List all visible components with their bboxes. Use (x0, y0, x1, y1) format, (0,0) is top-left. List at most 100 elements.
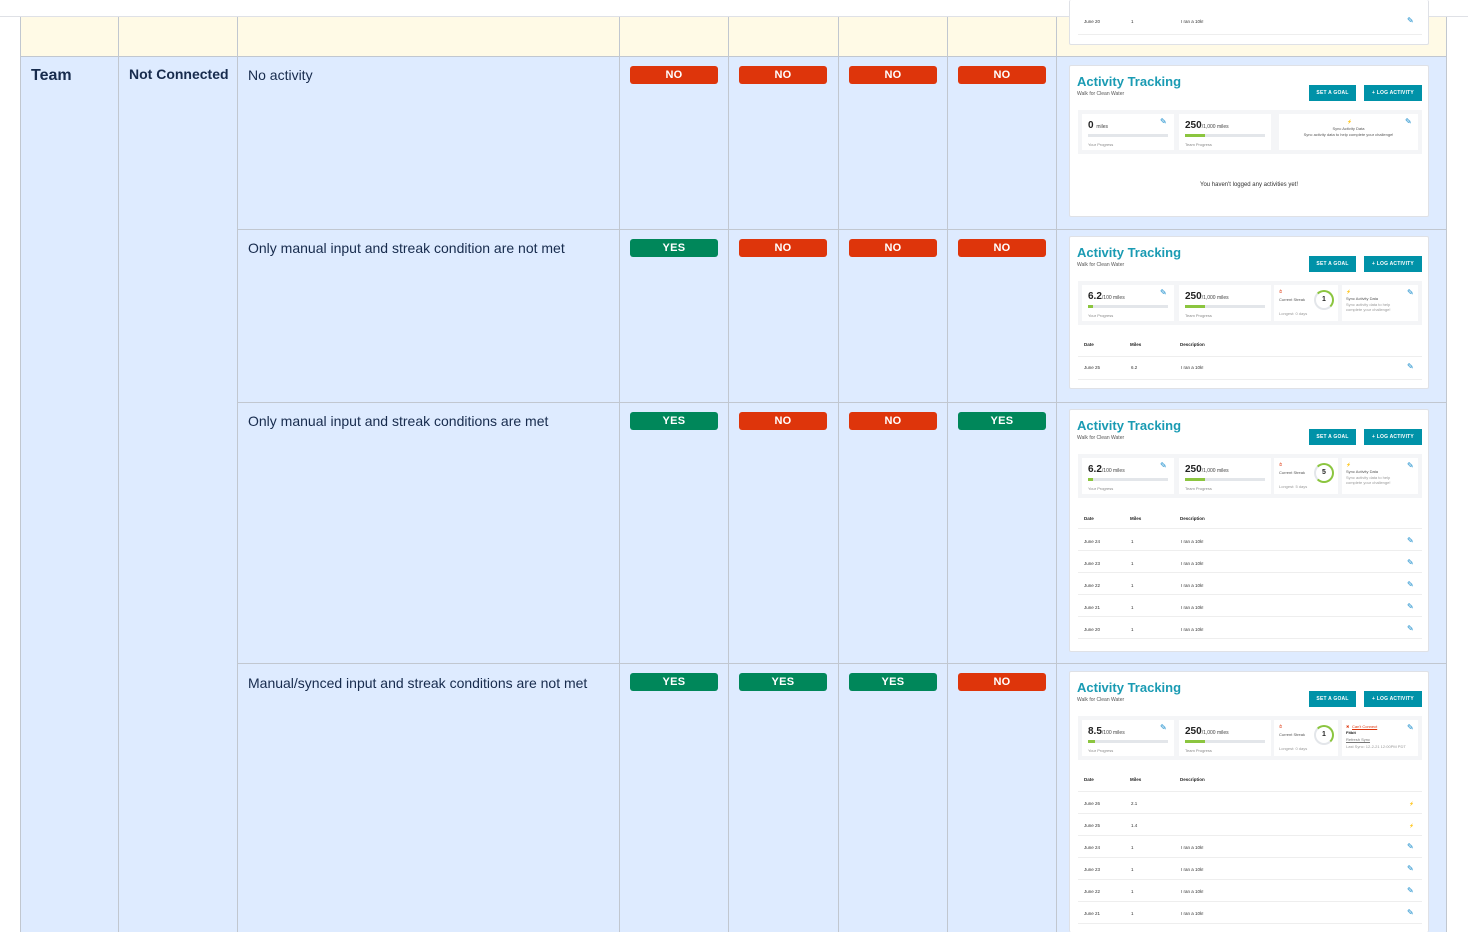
your-progress-caption: Your Progress (1088, 748, 1114, 753)
edit-pencil-icon[interactable]: ✎ (1407, 602, 1414, 611)
edit-pencil-icon[interactable]: ✎ (1160, 723, 1167, 732)
edit-pencil-icon[interactable]: ✎ (1407, 908, 1414, 917)
activity-date: June 20 (1084, 19, 1101, 24)
team-progress-box: 250/1,000 miles Team Progress (1179, 720, 1271, 756)
col-date: Date (1084, 516, 1094, 521)
log-activity-button[interactable]: + LOG ACTIVITY (1364, 429, 1422, 445)
activity-date: June 21 (1084, 911, 1101, 916)
team-progress-value: 250 (1185, 464, 1202, 475)
stats-panel: 8.5/100 miles ✎ Your Progress 250/1,000 … (1078, 716, 1422, 760)
your-progress-box: 8.5/100 miles ✎ Your Progress (1082, 720, 1174, 756)
status-badge: NO (958, 239, 1046, 257)
activity-miles: 6.2 (1131, 365, 1138, 370)
activity-desc: I ran a 10k! (1181, 845, 1204, 850)
edit-pencil-icon[interactable]: ✎ (1407, 842, 1414, 851)
streak-longest: Longest: 0 days (1279, 311, 1308, 316)
bolt-icon: ⚡ (1347, 119, 1352, 124)
activity-date: June 23 (1084, 867, 1101, 872)
status-badge: NO (739, 239, 827, 257)
edit-pencil-icon[interactable]: ✎ (1160, 461, 1167, 470)
stats-panel: 6.2/100 miles ✎ Your Progress 250/1,000 … (1078, 281, 1422, 325)
scenario-text: No activity (248, 67, 313, 83)
activity-miles: 1 (1131, 605, 1134, 610)
col-miles: Miles (1130, 777, 1142, 782)
log-activity-button[interactable]: + LOG ACTIVITY (1364, 691, 1422, 707)
edit-pencil-icon[interactable]: ✎ (1407, 536, 1414, 545)
your-progress-fill (1088, 478, 1093, 481)
col-desc: Description (1180, 342, 1205, 347)
status-badge: YES (630, 412, 718, 430)
streak-longest: Longest: 0 days (1279, 746, 1308, 751)
edit-pencil-icon[interactable]: ✎ (1407, 624, 1414, 633)
sync-desc: Sync activity data to help complete your… (1346, 475, 1391, 485)
activity-date: June 26 (1084, 801, 1101, 806)
team-progress-unit: /1,000 miles (1201, 730, 1229, 736)
your-progress-caption: Your Progress (1088, 486, 1114, 491)
edit-pencil-icon[interactable]: ✎ (1407, 16, 1414, 25)
status-badge: NO (958, 673, 1046, 691)
team-progress-fill (1185, 478, 1205, 481)
activity-desc: I ran a 10k! (1181, 889, 1204, 894)
bolt-icon: ⚡ (1346, 462, 1351, 467)
activity-card: Activity Tracking Walk for Clean Water S… (1069, 671, 1429, 932)
edit-pencil-icon[interactable]: ✎ (1407, 288, 1414, 297)
your-progress-caption: Your Progress (1088, 142, 1114, 147)
activity-desc: I ran a 10k! (1181, 627, 1204, 632)
edit-pencil-icon[interactable]: ✎ (1407, 886, 1414, 895)
edit-pencil-icon[interactable]: ✎ (1407, 580, 1414, 589)
activity-desc: I ran a 10k! (1181, 867, 1204, 872)
status-badge: NO (958, 66, 1046, 84)
edit-pencil-icon[interactable]: ✎ (1160, 117, 1167, 126)
log-activity-button[interactable]: + LOG ACTIVITY (1364, 85, 1422, 101)
edit-pencil-icon[interactable]: ✎ (1405, 117, 1412, 126)
scenario-text: Only manual input and streak conditions … (248, 413, 549, 429)
activity-miles: 1.4 (1131, 823, 1138, 828)
device-status-link[interactable]: Can't Connect (1352, 724, 1378, 729)
streak-ring: 1 (1314, 290, 1334, 310)
empty-state-text: You haven't logged any activities yet! (1200, 182, 1298, 188)
card-title: Activity Tracking (1077, 680, 1182, 695)
log-activity-button[interactable]: + LOG ACTIVITY (1364, 256, 1422, 272)
scenario-text: Manual/synced input and streak condition… (248, 675, 588, 691)
team-progress-unit: /1,000 miles (1201, 124, 1229, 130)
status-badge: YES (958, 412, 1046, 430)
activity-miles: 1 (1131, 583, 1134, 588)
sync-title: Sync Activity Data (1346, 296, 1379, 301)
team-progress-value: 250 (1185, 726, 1202, 737)
activity-date: June 25 (1084, 823, 1101, 828)
edit-pencil-icon[interactable]: ✎ (1407, 558, 1414, 567)
col-desc: Description (1180, 777, 1205, 782)
edit-pencil-icon[interactable]: ✎ (1407, 461, 1414, 470)
team-progress-fill (1185, 134, 1205, 137)
set-goal-button[interactable]: SET A GOAL (1309, 429, 1356, 445)
stats-panel: 0 miles ✎ Your Progress 250/1,000 miles … (1078, 110, 1422, 154)
activity-desc: I ran a 10k! (1181, 583, 1204, 588)
team-progress-caption: Team Progress (1185, 313, 1212, 318)
sync-desc: Sync activity data to help complete your… (1346, 302, 1391, 312)
streak-box: ⏱ Current Streak Longest: 0 days 1 (1274, 285, 1338, 321)
streak-box: ⏱ Current Streak Longest: 5 days 5 (1274, 458, 1338, 494)
status-badge: YES (739, 673, 827, 691)
your-progress-fill (1088, 305, 1093, 308)
refresh-sync-link[interactable]: Refresh Sync (1346, 737, 1371, 742)
activity-miles: 1 (1131, 627, 1134, 632)
edit-pencil-icon[interactable]: ✎ (1407, 723, 1414, 732)
your-progress-unit: /100 miles (1101, 730, 1125, 736)
team-progress-unit: /1,000 miles (1201, 295, 1229, 301)
set-goal-button[interactable]: SET A GOAL (1309, 85, 1356, 101)
your-progress-box: 6.2/100 miles ✎ Your Progress (1082, 458, 1174, 494)
edit-pencil-icon[interactable]: ✎ (1160, 288, 1167, 297)
set-goal-button[interactable]: SET A GOAL (1309, 691, 1356, 707)
activity-miles: 1 (1131, 911, 1134, 916)
activity-desc: I ran a 10k! (1181, 19, 1204, 24)
your-progress-value: 6.2 (1088, 464, 1102, 475)
activity-desc: I ran a 10k! (1181, 561, 1204, 566)
edit-pencil-icon[interactable]: ✎ (1407, 362, 1414, 371)
prev-activity-card: June 20 1 I ran a 10k! ✎ (1069, 0, 1429, 45)
streak-longest: Longest: 5 days (1279, 484, 1308, 489)
edit-pencil-icon[interactable]: ✎ (1407, 864, 1414, 873)
sync-box: ⚡ Sync Activity Data Sync activity data … (1279, 114, 1418, 150)
set-goal-button[interactable]: SET A GOAL (1309, 256, 1356, 272)
activity-date: June 23 (1084, 561, 1101, 566)
activity-date: June 22 (1084, 889, 1101, 894)
